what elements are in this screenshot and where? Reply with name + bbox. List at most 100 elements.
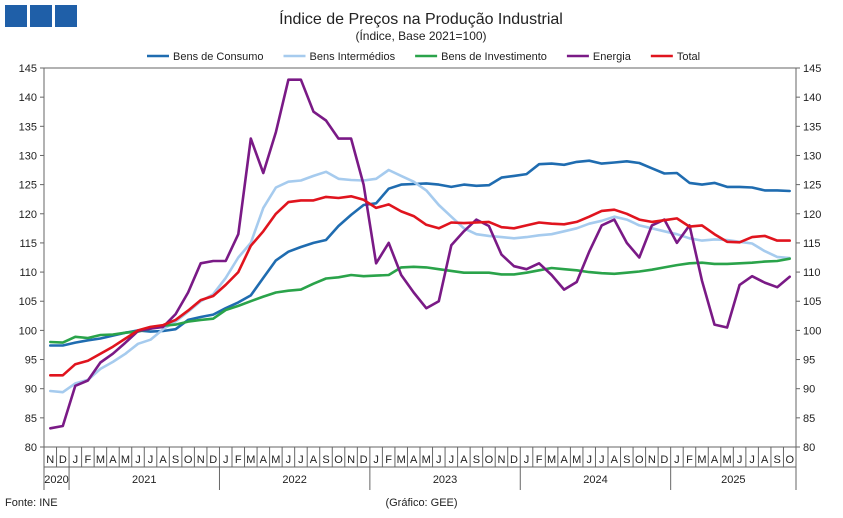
x-month-label: M [547, 454, 556, 466]
x-month-label: N [197, 454, 205, 466]
y-tick-label-left: 140 [19, 92, 37, 104]
y-tick-label-right: 120 [803, 209, 821, 221]
y-tick-label-left: 95 [25, 355, 37, 367]
x-month-label: O [334, 454, 343, 466]
y-tick-label-left: 110 [19, 267, 37, 279]
logo-square [5, 5, 27, 27]
x-month-label: M [397, 454, 406, 466]
series-line-energia [48, 78, 792, 430]
x-month-label: F [84, 454, 91, 466]
x-month-label: A [260, 454, 268, 466]
y-tick-label-left: 130 [19, 150, 37, 162]
legend-label-energia: Energia [593, 51, 632, 63]
chart-credit: (Gráfico: GEE) [385, 497, 458, 509]
x-month-label: M [271, 454, 280, 466]
x-month-label: J [223, 454, 229, 466]
x-month-label: J [436, 454, 442, 466]
gee-logo [5, 5, 77, 27]
x-month-label: D [59, 454, 67, 466]
x-month-label: M [422, 454, 431, 466]
y-tick-label-left: 125 [19, 180, 37, 192]
x-month-label: A [410, 454, 418, 466]
x-month-label: J [73, 454, 79, 466]
x-month-label: D [360, 454, 368, 466]
x-month-label: N [497, 454, 505, 466]
y-tick-label-left: 80 [25, 442, 37, 454]
y-tick-label-left: 100 [19, 325, 37, 337]
chart-legend: Bens de Consumo Bens Intermédios Bens de I… [147, 51, 700, 63]
x-month-label: O [184, 454, 193, 466]
x-month-label: F [385, 454, 392, 466]
y-tick-label-right: 135 [803, 121, 821, 133]
logo-square [30, 5, 52, 27]
y-tick-label-left: 85 [25, 413, 37, 425]
x-month-label: M [96, 454, 105, 466]
plot-area-frame [43, 67, 797, 448]
y-tick-label-left: 115 [19, 238, 37, 250]
x-month-label: S [774, 454, 781, 466]
logo-square [55, 5, 77, 27]
x-month-label: D [209, 454, 217, 466]
y-tick-label-right: 90 [803, 384, 815, 396]
x-year-label: 2025 [721, 474, 745, 486]
legend-label-bens-intermedios: Bens Intermédios [310, 51, 396, 63]
x-month-label: D [660, 454, 668, 466]
x-month-label: A [109, 454, 117, 466]
x-month-label: O [635, 454, 644, 466]
x-month-label: A [460, 454, 468, 466]
x-month-label: A [761, 454, 769, 466]
x-month-label: A [611, 454, 619, 466]
x-month-label: J [373, 454, 379, 466]
x-month-label: D [510, 454, 518, 466]
x-month-label: J [586, 454, 592, 466]
x-month-label: S [623, 454, 630, 466]
y-tick-label-left: 90 [25, 384, 37, 396]
y-tick-label-right: 115 [803, 238, 821, 250]
x-month-label: A [560, 454, 568, 466]
x-month-label: F [536, 454, 543, 466]
y-tick-label-right: 130 [803, 150, 821, 162]
series-line-total [48, 195, 792, 377]
x-month-label: M [697, 454, 706, 466]
x-month-label: S [473, 454, 480, 466]
x-year-label: 2022 [282, 474, 306, 486]
x-month-label: A [711, 454, 719, 466]
x-month-label: J [524, 454, 530, 466]
x-month-label: M [722, 454, 731, 466]
x-year-label: 2021 [132, 474, 156, 486]
x-month-label: J [298, 454, 304, 466]
series-line-bens-de-investimento [48, 257, 792, 344]
source-note: Fonte: INE [5, 497, 58, 509]
x-month-label: F [235, 454, 242, 466]
y-tick-label-right: 140 [803, 92, 821, 104]
x-month-label: A [159, 454, 167, 466]
x-month-label: A [310, 454, 318, 466]
y-tick-label-right: 80 [803, 442, 815, 454]
x-month-label: F [686, 454, 693, 466]
x-year-label: 2023 [433, 474, 457, 486]
x-year-label: 2024 [583, 474, 607, 486]
legend-label-total: Total [677, 51, 700, 63]
y-tick-label-left: 135 [19, 121, 37, 133]
x-month-label: N [648, 454, 656, 466]
series-line-bens-de-consumo [48, 159, 792, 347]
x-month-label: S [172, 454, 179, 466]
y-tick-label-right: 105 [803, 296, 821, 308]
y-tick-label-right: 110 [803, 267, 821, 279]
x-month-label: O [785, 454, 794, 466]
chart-axes: 80 80 85 85 90 90 95 95 100 100 105 105 110 110 115 115… [19, 63, 821, 490]
x-month-label: N [347, 454, 355, 466]
legend-label-bens-de-investimento: Bens de Investimento [441, 51, 547, 63]
x-month-label: J [449, 454, 455, 466]
x-month-label: M [121, 454, 130, 466]
x-month-label: O [485, 454, 494, 466]
y-tick-label-right: 145 [803, 63, 821, 75]
x-month-label: J [148, 454, 154, 466]
series-line-bens-intermedios [48, 168, 792, 394]
x-month-label: J [737, 454, 743, 466]
y-tick-label-right: 100 [803, 325, 821, 337]
y-tick-label-left: 145 [19, 63, 37, 75]
legend-label-bens-de-consumo: Bens de Consumo [173, 51, 264, 63]
x-year-label: 2020 [44, 474, 68, 486]
